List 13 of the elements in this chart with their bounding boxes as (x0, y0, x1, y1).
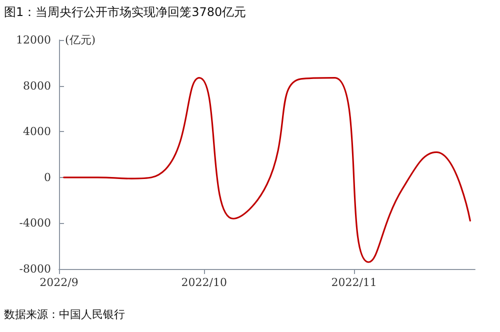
line-series (63, 76, 471, 263)
y-tick-label: 4000 (23, 125, 51, 138)
x-tick-label: 2022/11 (331, 276, 377, 289)
y-tick-label: -8000 (19, 262, 51, 276)
y-tick-label: 0 (44, 170, 51, 184)
x-tick-label: 2022/10 (181, 276, 227, 289)
y-tick-label: -4000 (19, 216, 51, 230)
source-note: 数据来源：中国人民银行 (4, 307, 125, 322)
chart-title: 图1：当周央行公开市场实现净回笼3780亿元 (4, 4, 246, 21)
x-tick-label: 2022/9 (40, 276, 78, 289)
y-tick-label: 12000 (16, 34, 51, 46)
y-tick-label: 8000 (23, 79, 51, 92)
y-axis-title: (亿元) (65, 34, 96, 46)
